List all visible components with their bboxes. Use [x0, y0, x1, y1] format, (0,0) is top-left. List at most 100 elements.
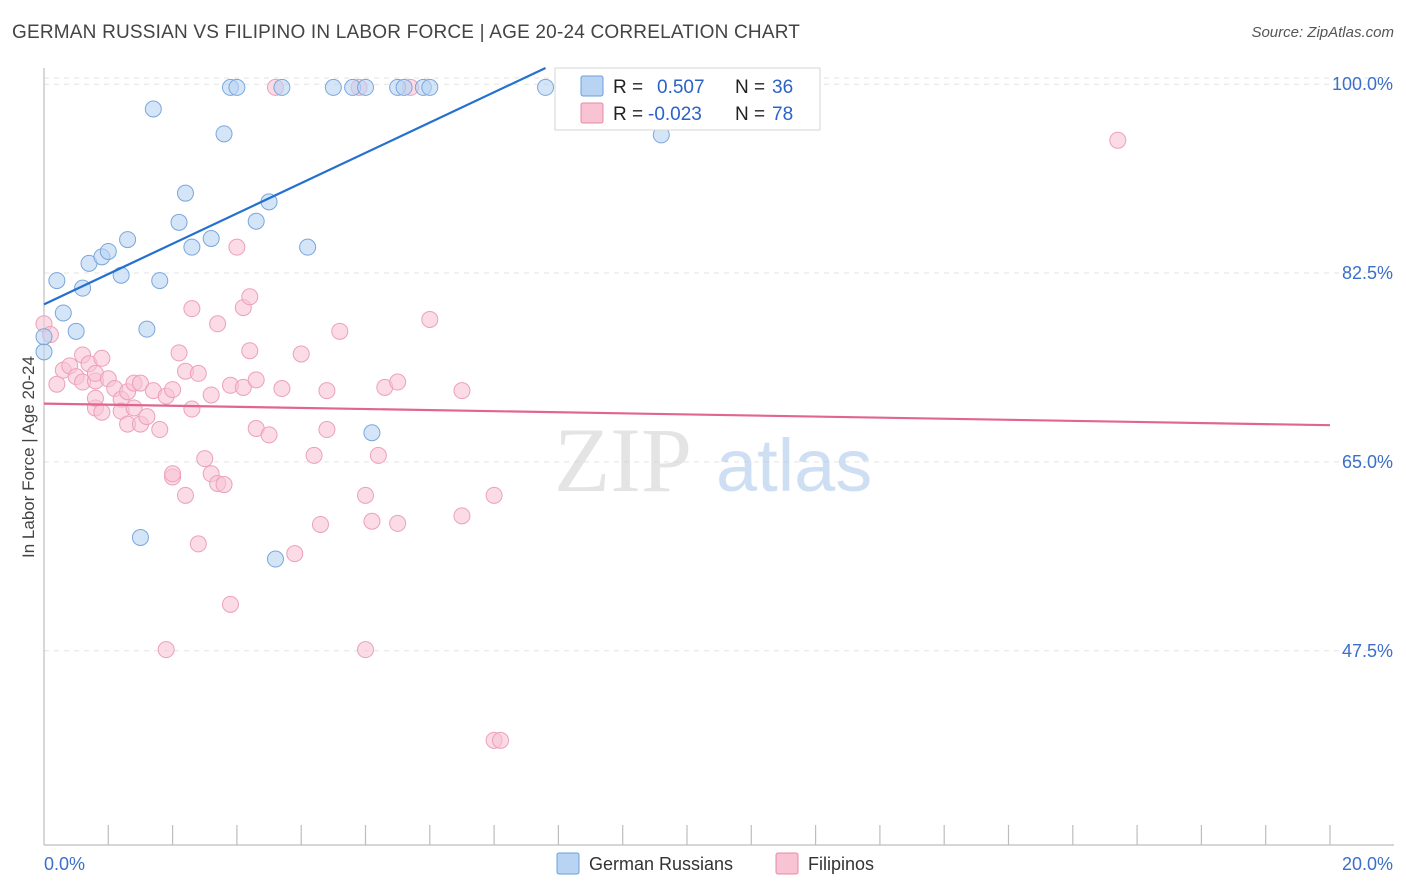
stats-legend-swatch-blue	[580, 75, 604, 97]
filipinos-point	[286, 545, 304, 563]
stats-r-label: R =	[613, 104, 643, 125]
german-russians-point	[299, 238, 317, 256]
filipinos-point	[273, 380, 291, 398]
filipinos-point	[1109, 131, 1127, 149]
german-russians-point	[48, 272, 66, 290]
german-russians-point	[395, 78, 413, 96]
german-russians-point	[35, 328, 53, 346]
tick-labels: 100.0% 82.5% 65.0% 47.5% 0.0% 20.0%	[44, 74, 1393, 874]
filipinos-point	[311, 515, 329, 533]
filipinos-point	[176, 486, 194, 504]
y-tick-label: 100.0%	[1332, 74, 1393, 94]
german-russians-point	[183, 238, 201, 256]
filipinos-point	[241, 288, 259, 306]
german-russians-points	[35, 78, 670, 568]
filipinos-point	[221, 595, 239, 613]
german-russians-point	[357, 78, 374, 96]
stats-n-value: 36	[772, 77, 793, 98]
filipinos-point	[453, 507, 471, 525]
stats-n-label: N =	[735, 104, 765, 125]
filipinos-point	[202, 386, 220, 404]
german-russians-point	[215, 125, 233, 143]
filipinos-point	[183, 300, 201, 318]
stats-r-value: -0.023	[648, 104, 702, 125]
y-tick-label: 82.5%	[1342, 263, 1393, 283]
german-russians-point	[35, 343, 53, 361]
legend-swatch-filipinos	[775, 852, 799, 875]
filipinos-point	[189, 364, 207, 382]
german-russians-point	[151, 272, 169, 290]
german-russians-point	[138, 320, 156, 338]
german-russians-point	[228, 78, 246, 96]
german-russians-point	[273, 78, 291, 96]
filipinos-point	[318, 421, 336, 439]
filipinos-point	[357, 641, 374, 659]
german-russians-point	[537, 78, 555, 96]
legend-label-filipinos: Filipinos	[808, 854, 874, 874]
x-tick-label: 20.0%	[1342, 854, 1393, 874]
filipinos-point	[292, 345, 310, 363]
filipinos-point	[93, 349, 111, 367]
german-russians-point	[247, 212, 265, 230]
filipinos-point	[305, 446, 323, 464]
german-russians-trend-line	[43, 67, 547, 306]
filipinos-point	[492, 731, 510, 749]
filipinos-points	[35, 78, 1127, 749]
filipinos-point	[86, 389, 104, 407]
stats-r-value: 0.507	[657, 77, 705, 98]
german-russians-point	[67, 322, 85, 340]
filipinos-point	[215, 476, 233, 494]
filipinos-point	[189, 535, 207, 553]
german-russians-point	[119, 231, 137, 249]
filipinos-point	[164, 465, 182, 483]
filipinos-point	[151, 421, 169, 439]
filipinos-point	[247, 371, 265, 389]
legend-swatch-german-russians	[556, 852, 580, 875]
filipinos-point	[389, 373, 407, 391]
filipinos-point	[138, 408, 156, 426]
source-credit: Source: ZipAtlas.com	[1251, 24, 1394, 41]
german-russians-point	[324, 78, 342, 96]
stats-legend-swatch-pink	[580, 102, 604, 124]
german-russians-point	[131, 528, 149, 546]
watermark-zip: ZIP	[554, 409, 692, 511]
german-russians-point	[144, 100, 162, 118]
watermark-atlas: atlas	[716, 424, 872, 507]
stats-r-label: R =	[613, 77, 643, 98]
gridlines	[44, 77, 1394, 652]
filipinos-point	[48, 375, 66, 393]
filipinos-point	[453, 382, 471, 400]
filipinos-point	[318, 382, 336, 400]
filipinos-point	[331, 322, 349, 340]
filipinos-point	[241, 342, 259, 360]
german-russians-point	[202, 230, 220, 248]
german-russians-point	[266, 550, 284, 568]
legend-label-german-russians: German Russians	[589, 854, 733, 874]
filipinos-point	[260, 426, 278, 444]
filipinos-point	[196, 450, 214, 468]
german-russians-point	[99, 242, 117, 260]
filipinos-point	[234, 378, 252, 396]
filipinos-point	[125, 399, 143, 417]
filipinos-point	[93, 403, 111, 421]
filipinos-point	[369, 446, 387, 464]
german-russians-point	[363, 424, 381, 442]
filipinos-point	[389, 514, 407, 532]
german-russians-point	[176, 184, 194, 202]
chart-title: GERMAN RUSSIAN VS FILIPINO IN LABOR FORC…	[12, 22, 801, 43]
filipinos-point	[170, 344, 188, 362]
watermark: ZIP atlas	[554, 409, 872, 511]
filipinos-trend-line	[43, 402, 1331, 427]
x-tick-label: 0.0%	[44, 854, 85, 874]
filipinos-point	[209, 315, 227, 333]
filipinos-point	[421, 310, 439, 328]
stats-legend: R = 0.507 N = 36 R = -0.023 N = 78	[554, 67, 821, 131]
y-axis-title: In Labor Force | Age 20-24	[19, 356, 38, 558]
german-russians-point	[421, 78, 439, 96]
german-russians-point	[54, 304, 72, 322]
stats-n-value: 78	[772, 104, 793, 125]
trend-lines	[43, 67, 1331, 427]
filipinos-point	[131, 374, 149, 392]
y-tick-label: 47.5%	[1342, 641, 1393, 661]
filipinos-point	[157, 641, 175, 659]
